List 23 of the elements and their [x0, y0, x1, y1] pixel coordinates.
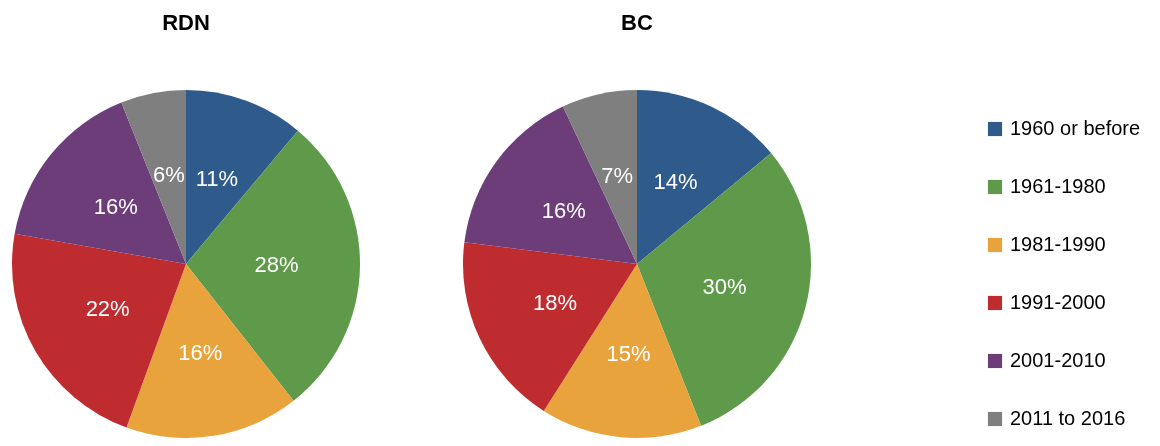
- legend-label: 2001-2010: [1010, 349, 1106, 371]
- data-label: 15%: [606, 341, 651, 367]
- data-label: 30%: [702, 273, 747, 299]
- data-label: 16%: [93, 193, 138, 219]
- pie-slice: [637, 90, 772, 264]
- legend-label: 2011 to 2016: [1010, 407, 1126, 429]
- data-label: 14%: [653, 169, 698, 195]
- data-label: 18%: [533, 289, 578, 315]
- chart-title: BC: [621, 10, 653, 35]
- pie-slice: [464, 106, 637, 264]
- data-label: 16%: [178, 340, 223, 366]
- data-label: 6%: [152, 162, 185, 188]
- pie-slice: [14, 102, 186, 264]
- chart-title: RDN: [162, 10, 210, 35]
- data-label: 16%: [541, 197, 586, 223]
- legend-label: 1960 or before: [1010, 117, 1141, 139]
- data-label: 22%: [85, 296, 130, 322]
- legend-label: 1981-1990: [1010, 233, 1106, 255]
- data-label: 7%: [601, 162, 634, 188]
- data-label: 28%: [254, 252, 299, 278]
- data-label: 11%: [195, 165, 239, 191]
- legend-label: 1991-2000: [1010, 291, 1106, 313]
- legend-label: 1961-1980: [1010, 175, 1106, 197]
